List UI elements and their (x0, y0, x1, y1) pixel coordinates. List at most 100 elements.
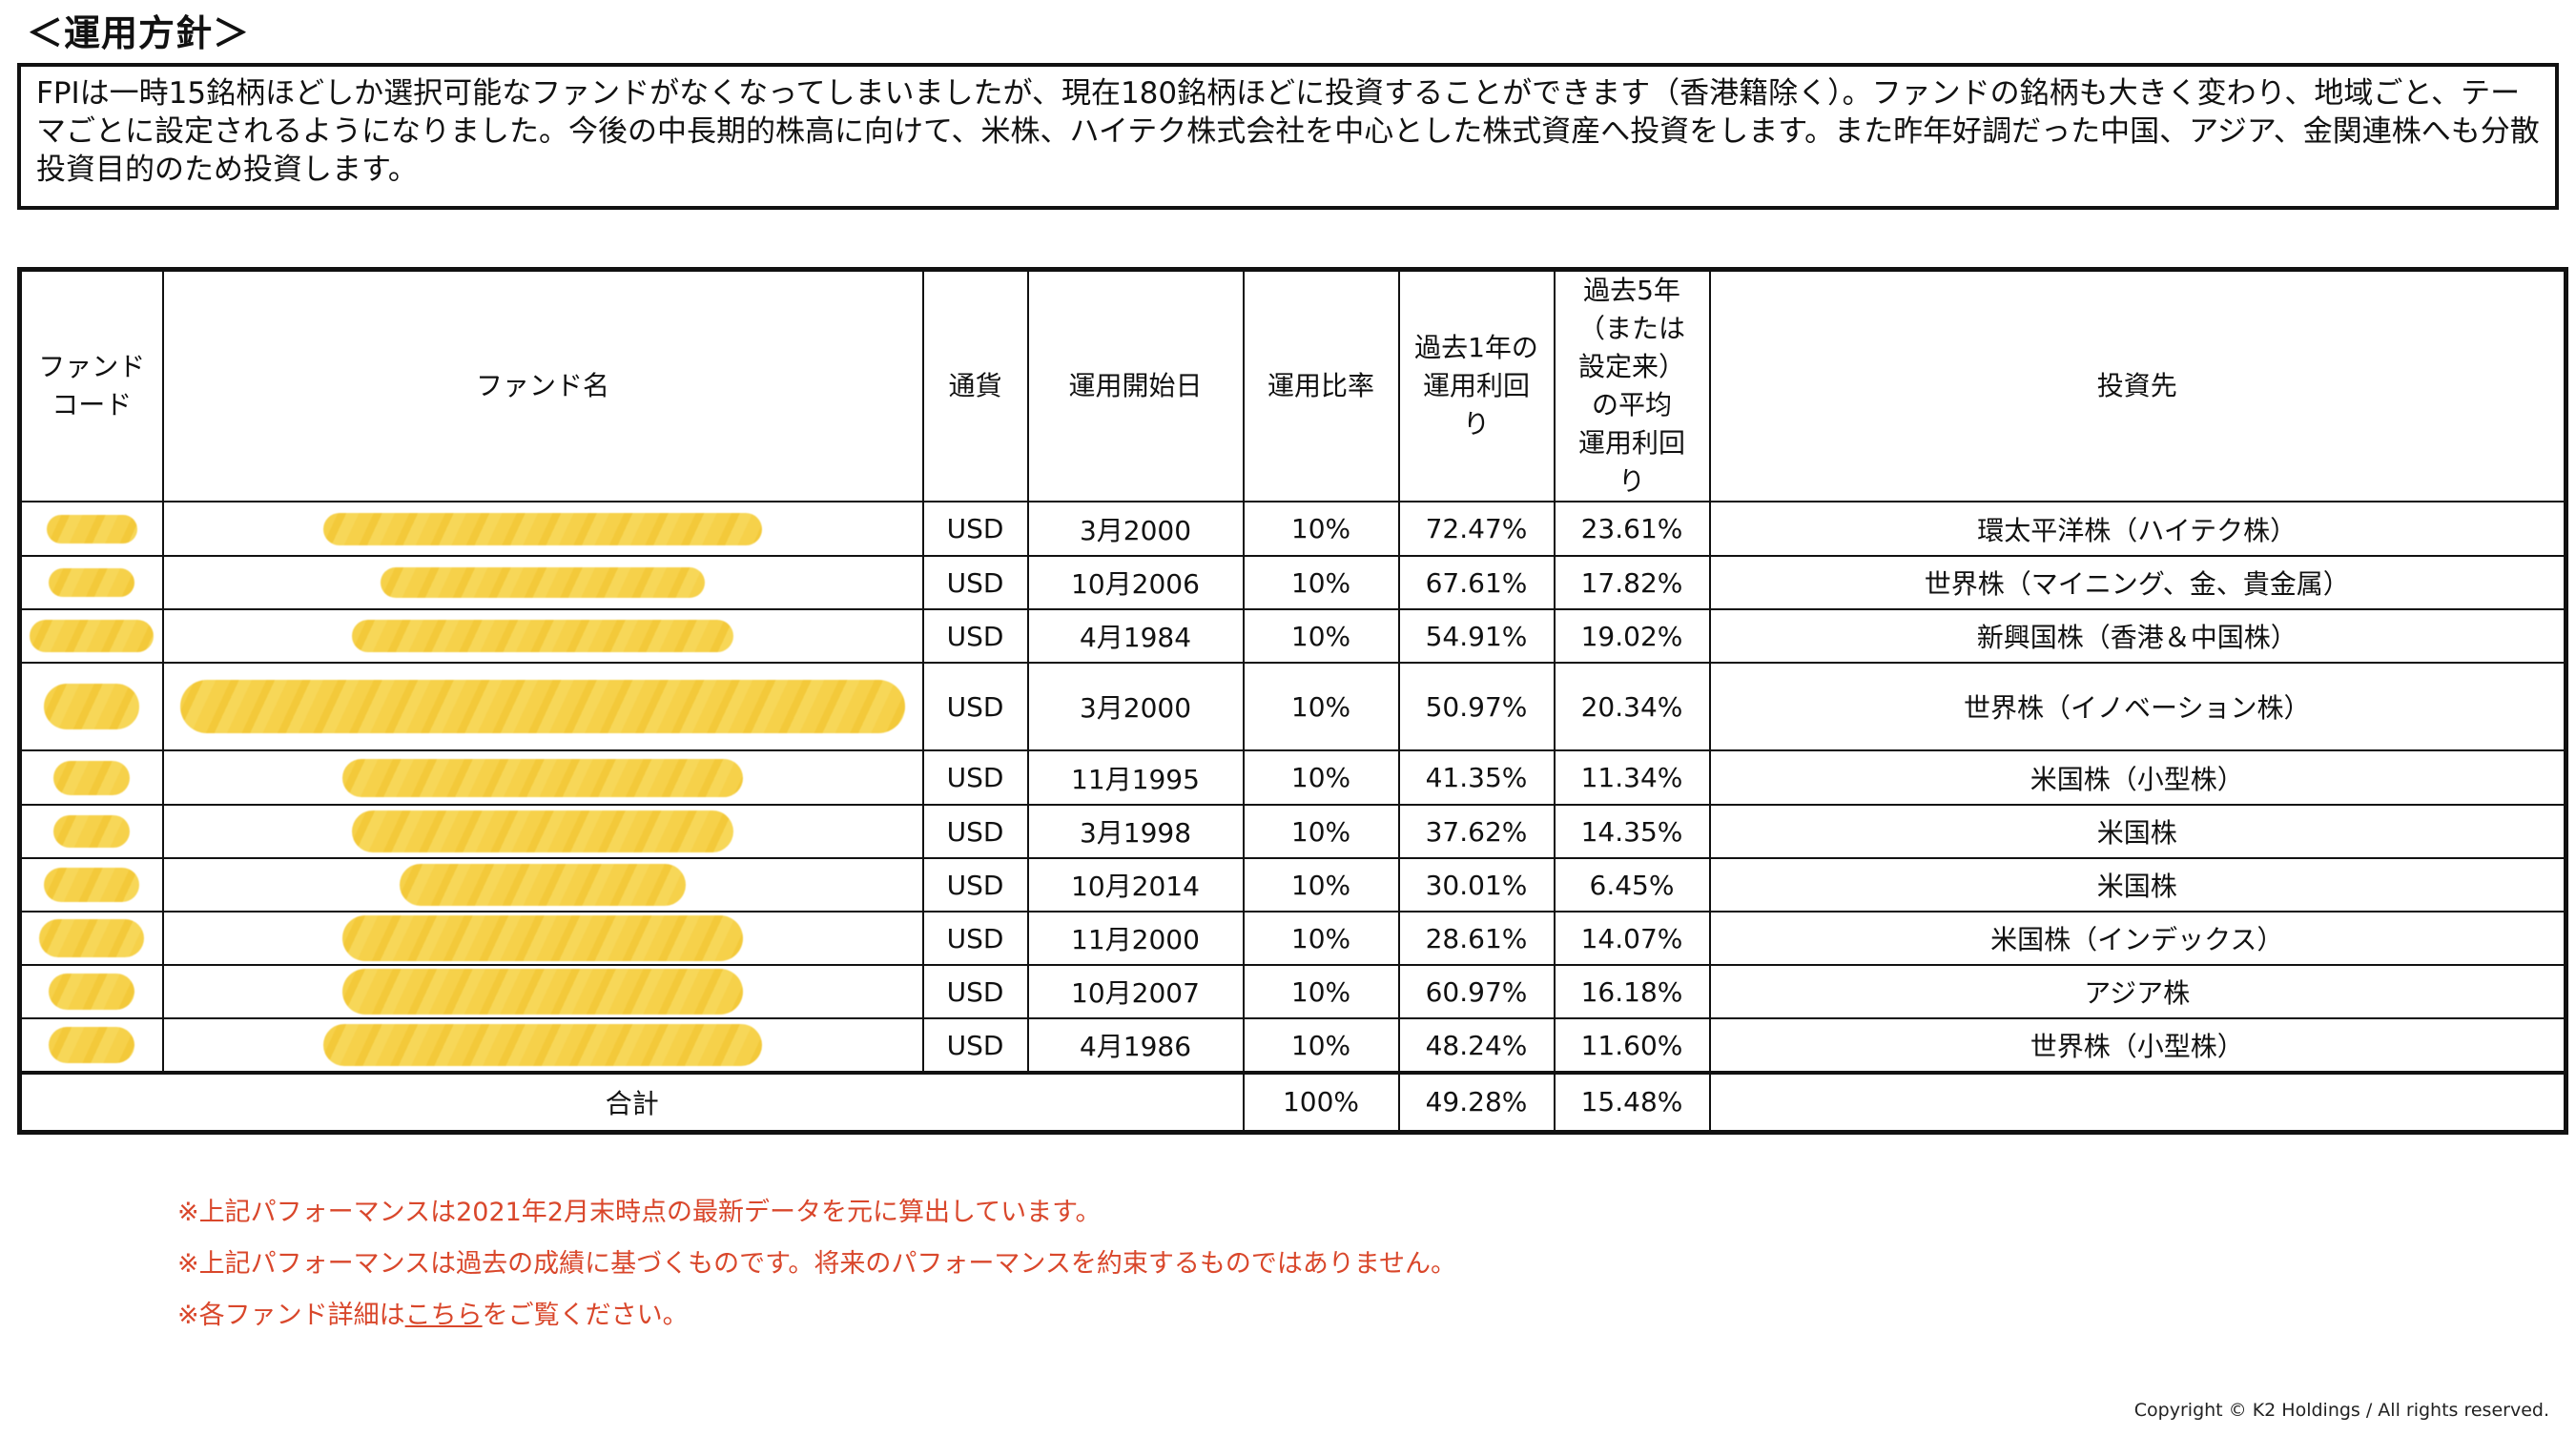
total-label: 合計 (17, 1071, 1245, 1135)
cell-return-5y: 14.07% (1553, 911, 1711, 966)
cell-currency: USD (921, 555, 1029, 610)
table-row: USD 11月1995 10% 41.35% 11.34% 米国株（小型株） (17, 749, 2568, 806)
cell-currency: USD (921, 1017, 1029, 1074)
header-fund-code: ファンド コード (17, 267, 164, 502)
copyright-text: Copyright © K2 Holdings / All rights res… (2133, 1400, 2549, 1421)
cell-currency: USD (921, 662, 1029, 751)
redacted-fund-name (161, 501, 924, 557)
cell-return-1y: 48.24% (1397, 1017, 1556, 1074)
redacted-fund-name (161, 964, 924, 1019)
cell-start-date: 3月2000 (1026, 501, 1245, 557)
redacted-fund-name (161, 911, 924, 966)
cell-investment-target: 世界株（小型株） (1708, 1017, 2568, 1074)
header-investment-target: 投資先 (1708, 267, 2568, 502)
redacted-fund-name (161, 555, 924, 610)
cell-currency: USD (921, 804, 1029, 859)
cell-return-1y: 28.61% (1397, 911, 1556, 966)
table-row: USD 10月2014 10% 30.01% 6.45% 米国株 (17, 857, 2568, 913)
cell-return-1y: 50.97% (1397, 662, 1556, 751)
cell-start-date: 11月1995 (1026, 749, 1245, 806)
cell-start-date: 3月1998 (1026, 804, 1245, 859)
table-row: USD 3月2000 10% 72.47% 23.61% 環太平洋株（ハイテク株… (17, 501, 2568, 557)
cell-return-5y: 11.60% (1553, 1017, 1711, 1074)
cell-return-5y: 23.61% (1553, 501, 1711, 557)
cell-investment-target: 米国株 (1708, 857, 2568, 913)
cell-currency: USD (921, 964, 1029, 1019)
policy-box: FPIは一時15銘柄ほどしか選択可能なファンドがなくなってしまいましたが、現在1… (17, 63, 2559, 210)
section-heading: ＜運用方針＞ (27, 12, 251, 54)
fund-details-link[interactable]: こちら (404, 1301, 483, 1330)
redacted-fund-code (17, 662, 164, 751)
total-ratio: 100% (1242, 1071, 1400, 1135)
cell-return-5y: 6.45% (1553, 857, 1711, 913)
redacted-fund-name (161, 608, 924, 664)
fund-table: ファンド コード ファンド名 通貨 運用開始日 運用比率 過去1年の 運用利回 … (17, 267, 2568, 1135)
cell-ratio: 10% (1242, 555, 1400, 610)
total-return-1y: 49.28% (1397, 1071, 1556, 1135)
cell-return-5y: 17.82% (1553, 555, 1711, 610)
cell-ratio: 10% (1242, 911, 1400, 966)
cell-investment-target: 環太平洋株（ハイテク株） (1708, 501, 2568, 557)
redacted-fund-code (17, 911, 164, 966)
cell-investment-target: 新興国株（香港＆中国株） (1708, 608, 2568, 664)
redacted-fund-name (161, 749, 924, 806)
cell-start-date: 3月2000 (1026, 662, 1245, 751)
cell-currency: USD (921, 501, 1029, 557)
cell-start-date: 10月2006 (1026, 555, 1245, 610)
cell-currency: USD (921, 749, 1029, 806)
cell-return-1y: 54.91% (1397, 608, 1556, 664)
redacted-fund-code (17, 501, 164, 557)
total-row: 合計 100% 49.28% 15.48% (17, 1071, 2568, 1135)
redacted-fund-code (17, 1017, 164, 1074)
cell-investment-target: 米国株（インデックス） (1708, 911, 2568, 966)
redacted-fund-code (17, 749, 164, 806)
cell-return-1y: 60.97% (1397, 964, 1556, 1019)
cell-start-date: 4月1984 (1026, 608, 1245, 664)
cell-start-date: 11月2000 (1026, 911, 1245, 966)
header-ratio: 運用比率 (1242, 267, 1400, 502)
cell-ratio: 10% (1242, 857, 1400, 913)
header-currency: 通貨 (921, 267, 1029, 502)
cell-return-1y: 30.01% (1397, 857, 1556, 913)
redacted-fund-code (17, 964, 164, 1019)
total-return-5y: 15.48% (1553, 1071, 1711, 1135)
table-row: USD 10月2006 10% 67.61% 17.82% 世界株（マイニング、… (17, 555, 2568, 610)
cell-ratio: 10% (1242, 964, 1400, 1019)
cell-return-1y: 41.35% (1397, 749, 1556, 806)
redacted-fund-name (161, 804, 924, 859)
header-return-5y: 過去5年 （または 設定来） の平均 運用利回 り (1553, 267, 1711, 502)
redacted-fund-code (17, 804, 164, 859)
table-row: USD 3月2000 10% 50.97% 20.34% 世界株（イノベーション… (17, 662, 2568, 751)
redacted-fund-name (161, 1017, 924, 1074)
redacted-fund-name (161, 857, 924, 913)
cell-return-1y: 37.62% (1397, 804, 1556, 859)
cell-return-1y: 67.61% (1397, 555, 1556, 610)
cell-investment-target: 世界株（イノベーション株） (1708, 662, 2568, 751)
table-row: USD 10月2007 10% 60.97% 16.18% アジア株 (17, 964, 2568, 1019)
cell-return-5y: 11.34% (1553, 749, 1711, 806)
redacted-fund-code (17, 608, 164, 664)
cell-ratio: 10% (1242, 804, 1400, 859)
cell-return-5y: 16.18% (1553, 964, 1711, 1019)
table-row: USD 4月1986 10% 48.24% 11.60% 世界株（小型株） (17, 1017, 2568, 1074)
note-past-performance: ※上記パフォーマンスは過去の成績に基づくものです。将来のパフォーマンスを約束する… (177, 1249, 1457, 1279)
cell-ratio: 10% (1242, 1017, 1400, 1074)
cell-ratio: 10% (1242, 749, 1400, 806)
cell-return-1y: 72.47% (1397, 501, 1556, 557)
redacted-fund-code (17, 555, 164, 610)
table-header-row: ファンド コード ファンド名 通貨 運用開始日 運用比率 過去1年の 運用利回 … (17, 267, 2568, 502)
header-fund-name: ファンド名 (161, 267, 924, 502)
total-target-empty (1708, 1071, 2568, 1135)
cell-ratio: 10% (1242, 608, 1400, 664)
cell-ratio: 10% (1242, 501, 1400, 557)
cell-return-5y: 14.35% (1553, 804, 1711, 859)
note-calculation-date: ※上記パフォーマンスは2021年2月末時点の最新データを元に算出しています。 (177, 1198, 1102, 1227)
cell-return-5y: 20.34% (1553, 662, 1711, 751)
disclaimer-notes: ※上記パフォーマンスは2021年2月末時点の最新データを元に算出しています。 ※… (177, 1187, 1456, 1342)
cell-start-date: 10月2014 (1026, 857, 1245, 913)
cell-start-date: 10月2007 (1026, 964, 1245, 1019)
cell-start-date: 4月1986 (1026, 1017, 1245, 1074)
redacted-fund-code (17, 857, 164, 913)
table-row: USD 3月1998 10% 37.62% 14.35% 米国株 (17, 804, 2568, 859)
table-row: USD 4月1984 10% 54.91% 19.02% 新興国株（香港＆中国株… (17, 608, 2568, 664)
